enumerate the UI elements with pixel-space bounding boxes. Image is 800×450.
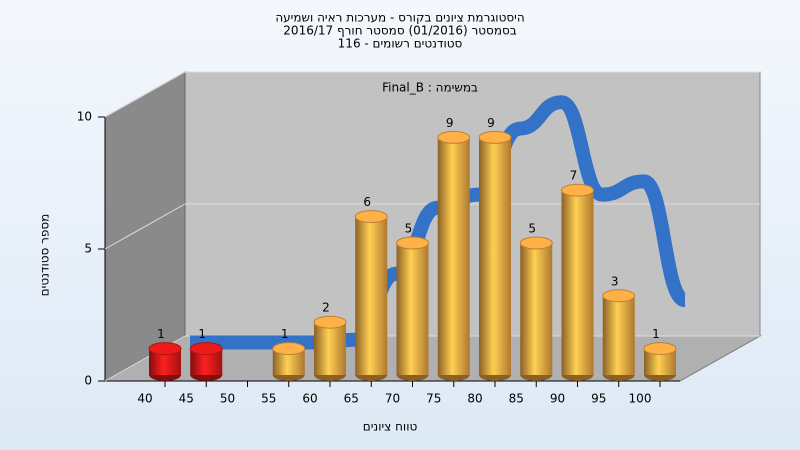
x-tick-label: 80 xyxy=(467,392,482,406)
value-label: 7 xyxy=(570,169,578,183)
grid-line xyxy=(104,71,186,118)
bar xyxy=(437,130,471,381)
bar-top xyxy=(354,210,388,224)
x-tick-label: 60 xyxy=(302,392,317,406)
value-label: 3 xyxy=(611,274,619,288)
bar-top xyxy=(313,315,347,329)
bar-top xyxy=(519,236,553,250)
bar-body xyxy=(437,137,470,375)
x-tick-label: 45 xyxy=(179,392,194,406)
value-label: 5 xyxy=(528,222,536,236)
x-tick-label: 90 xyxy=(550,392,565,406)
bar xyxy=(189,342,223,381)
y-tick-label: 10 xyxy=(77,110,92,124)
bar xyxy=(313,315,347,381)
bar-body xyxy=(396,243,429,375)
bar-top xyxy=(272,342,306,356)
x-tick-label: 100 xyxy=(629,392,652,406)
bar-body xyxy=(355,216,388,375)
x-tick-label: 65 xyxy=(344,392,359,406)
bar-top xyxy=(561,183,594,197)
grid-line xyxy=(104,203,186,250)
bar xyxy=(148,342,182,381)
bar xyxy=(561,183,594,381)
y-axis-label: מספר סטודנטים xyxy=(38,214,52,297)
chart-title: סטודנטים רשומים - 116 xyxy=(338,37,463,51)
value-label: 9 xyxy=(487,116,495,130)
x-tick-label: 40 xyxy=(137,392,152,406)
bar-body xyxy=(314,322,346,375)
bar xyxy=(643,342,677,381)
chart-title: היסטוגרמת ציונים בקורס - מערכות ראיה ושמ… xyxy=(275,11,524,25)
bar-body xyxy=(561,190,594,375)
value-label: 2 xyxy=(322,301,330,315)
y-tick-label: 0 xyxy=(84,374,92,388)
value-label: 1 xyxy=(198,327,206,341)
bar-body xyxy=(479,137,511,375)
annotation: במשימה : Final_B xyxy=(382,81,478,95)
chart-title: בסמסטר (01/2016) סמסטר חורף 2016/17 xyxy=(283,24,516,38)
bar-top xyxy=(148,342,182,356)
bar xyxy=(478,130,512,381)
bar xyxy=(519,236,553,381)
bar xyxy=(272,342,306,381)
value-label: 1 xyxy=(157,327,165,341)
bar-top xyxy=(643,342,677,356)
bar-top xyxy=(396,236,429,250)
value-label: 1 xyxy=(652,327,660,341)
bar-top xyxy=(437,130,471,144)
x-tick-label: 95 xyxy=(591,392,606,406)
bar-top xyxy=(602,289,636,303)
x-axis-label: טווח ציונים xyxy=(363,420,418,434)
bar-body xyxy=(520,243,553,375)
value-label: 5 xyxy=(405,222,413,236)
x-tick-label: 70 xyxy=(385,392,400,406)
x-tick-label: 50 xyxy=(220,392,235,406)
bar xyxy=(354,210,388,381)
bar xyxy=(396,236,429,381)
x-tick-label: 55 xyxy=(261,392,276,406)
value-label: 6 xyxy=(363,195,371,209)
bar-top xyxy=(478,130,512,144)
y-tick-label: 5 xyxy=(84,242,92,256)
bar xyxy=(602,289,636,381)
bar-top xyxy=(189,342,223,356)
value-label: 1 xyxy=(281,327,289,341)
x-tick-label: 85 xyxy=(509,392,524,406)
x-tick-label: 75 xyxy=(426,392,441,406)
value-label: 9 xyxy=(446,116,454,130)
bar-body xyxy=(602,295,635,375)
